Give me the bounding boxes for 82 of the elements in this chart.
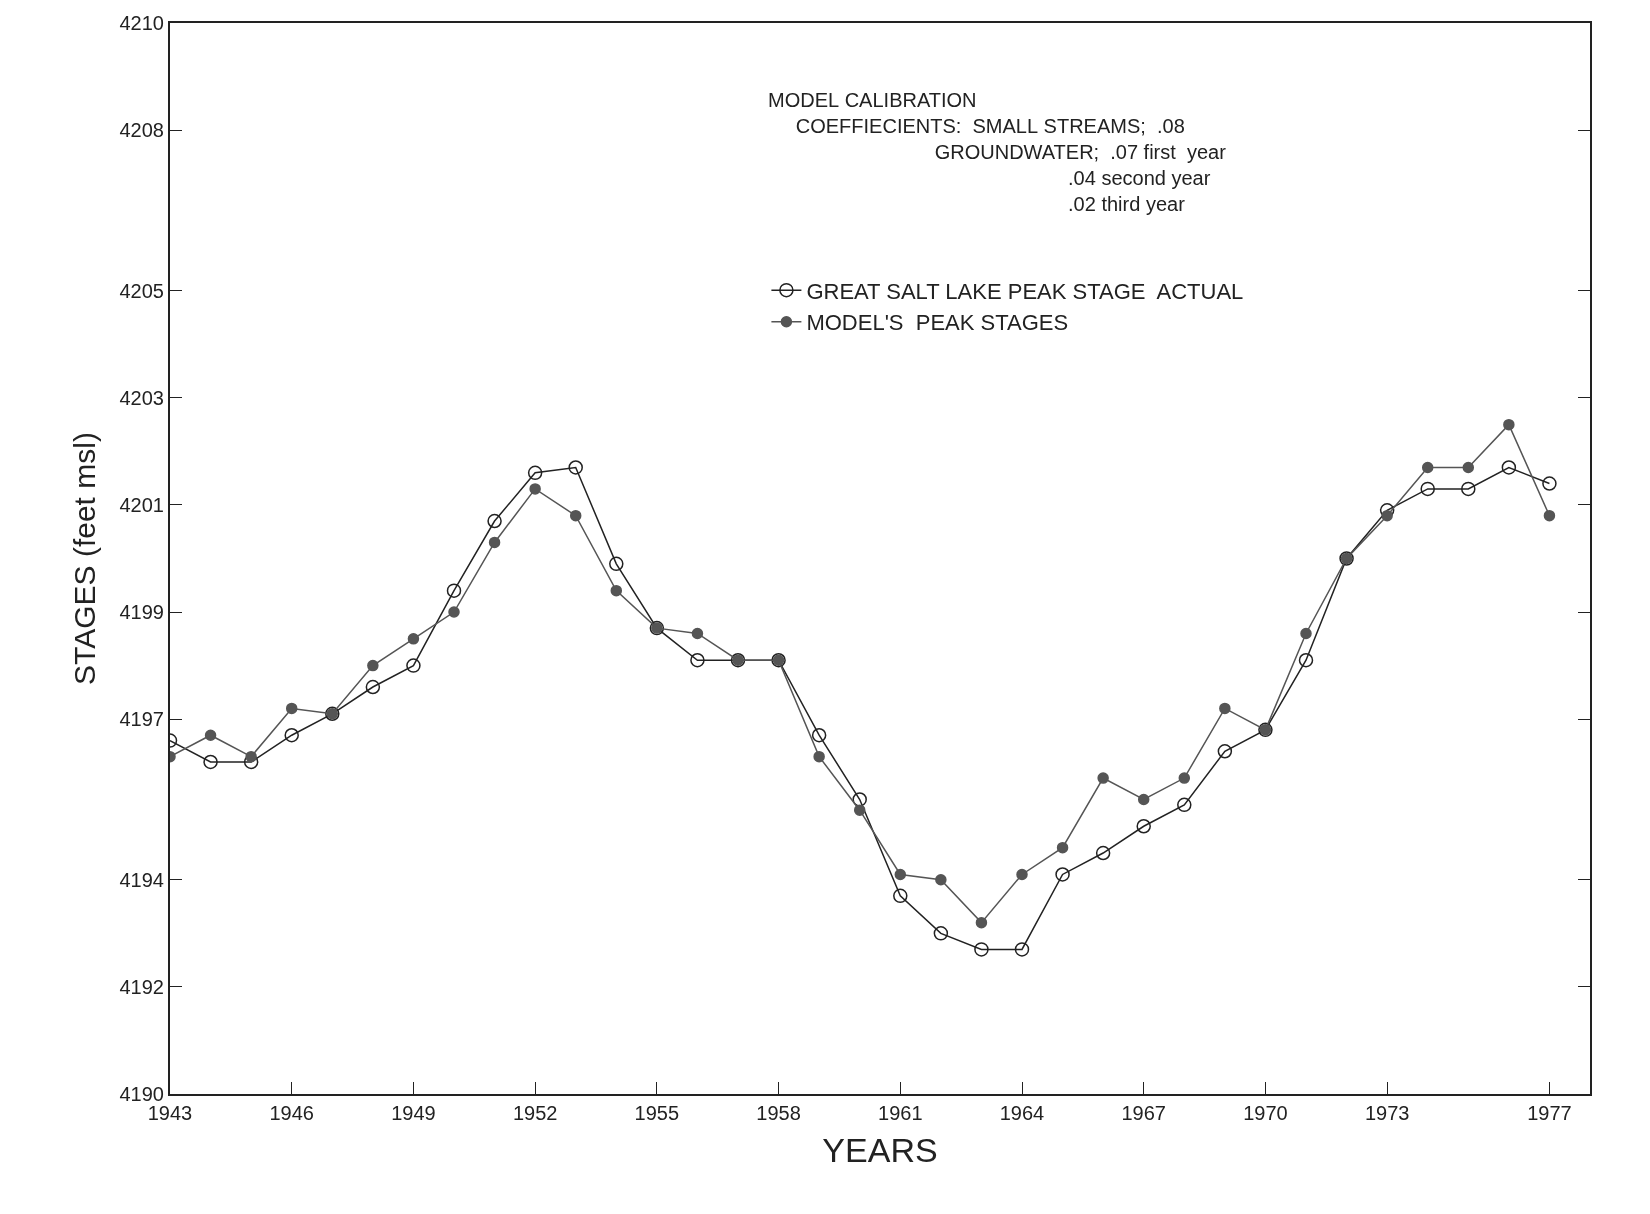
- point: [1420, 481, 1435, 497]
- x-tick-label: 1964: [999, 1102, 1045, 1124]
- point: [811, 727, 827, 743]
- y-tick-label: 4194: [119, 868, 164, 891]
- point: [609, 556, 624, 572]
- point: [933, 926, 949, 941]
- legend-label: MODEL'S PEAK STAGES: [806, 310, 1069, 336]
- point: [893, 888, 908, 904]
- point: [1421, 461, 1434, 474]
- point: [1137, 793, 1150, 806]
- point: [1217, 744, 1233, 759]
- point: [407, 633, 420, 645]
- point: [568, 460, 583, 475]
- point: [1543, 509, 1556, 522]
- point: [569, 509, 582, 522]
- point: [1298, 652, 1314, 668]
- point: [852, 792, 867, 807]
- x-tick-label: 1977: [1527, 1102, 1572, 1124]
- point: [529, 483, 541, 495]
- point: [446, 583, 462, 598]
- point: [365, 679, 381, 695]
- point: [1379, 503, 1395, 518]
- x-tick-label: 1943: [147, 1102, 193, 1124]
- x-tick-label: 1967: [1121, 1102, 1166, 1124]
- point: [1300, 627, 1312, 640]
- x-tick-label: 1970: [1243, 1102, 1288, 1124]
- point: [285, 702, 298, 715]
- point: [1462, 461, 1475, 474]
- y-tick-label: 4192: [119, 975, 164, 998]
- point: [1178, 772, 1191, 784]
- point: [813, 750, 825, 763]
- point: [610, 584, 623, 597]
- point: [1014, 942, 1030, 957]
- point: [367, 659, 379, 672]
- y-axis-title: STAGES (feet msl): [68, 432, 101, 685]
- point: [1542, 476, 1557, 491]
- point: [245, 750, 257, 763]
- y-tick-label: 4210: [119, 12, 164, 34]
- x-tick-label: 1973: [1364, 1102, 1410, 1124]
- x-tick-label: 1949: [391, 1102, 436, 1124]
- annotation: MODEL CALIBRATION COEFFIECIENTS: SMALL STREAMS; .08 GROUNDWATER; .07 first year .04 second year .02 third year: [768, 89, 1227, 215]
- point: [974, 942, 989, 957]
- point: [691, 627, 704, 640]
- point: [1016, 868, 1028, 881]
- point: [894, 868, 907, 881]
- y-tick-label: 4203: [119, 386, 164, 409]
- x-tick-label: 1946: [269, 1102, 314, 1124]
- y-tick-label: 4197: [119, 708, 164, 731]
- point: [1461, 481, 1476, 497]
- point: [975, 916, 988, 929]
- y-tick-label: 4190: [119, 1083, 164, 1105]
- point: [1219, 702, 1231, 715]
- point: [1503, 418, 1515, 431]
- point: [690, 652, 705, 668]
- point: [487, 513, 502, 529]
- point: [853, 804, 866, 816]
- point: [1055, 867, 1070, 882]
- legend-label: GREAT SALT LAKE PEAK STAGE ACTUAL: [806, 278, 1244, 304]
- y-tick-label: 4201: [119, 493, 164, 516]
- x-axis-title: YEARS: [822, 1130, 938, 1169]
- point: [203, 754, 218, 770]
- y-tick-label: 4208: [119, 119, 164, 142]
- point: [1501, 460, 1517, 475]
- y-tick-label: 4205: [119, 279, 164, 302]
- point: [1136, 819, 1151, 834]
- y-tick-label: 4199: [119, 601, 164, 624]
- point: [284, 727, 299, 743]
- point: [1177, 797, 1192, 813]
- point: [935, 874, 947, 886]
- point: [1095, 845, 1111, 861]
- point: [448, 606, 460, 618]
- x-tick-label: 1952: [512, 1102, 558, 1124]
- point: [1097, 772, 1109, 784]
- point: [488, 536, 501, 549]
- point: [406, 658, 421, 673]
- x-tick-label: 1958: [756, 1102, 801, 1124]
- point: [1381, 509, 1393, 522]
- point: [527, 465, 543, 481]
- x-tick-label: 1961: [878, 1102, 923, 1124]
- point: [204, 729, 217, 741]
- point: [1056, 841, 1069, 854]
- x-tick-label: 1955: [634, 1102, 680, 1124]
